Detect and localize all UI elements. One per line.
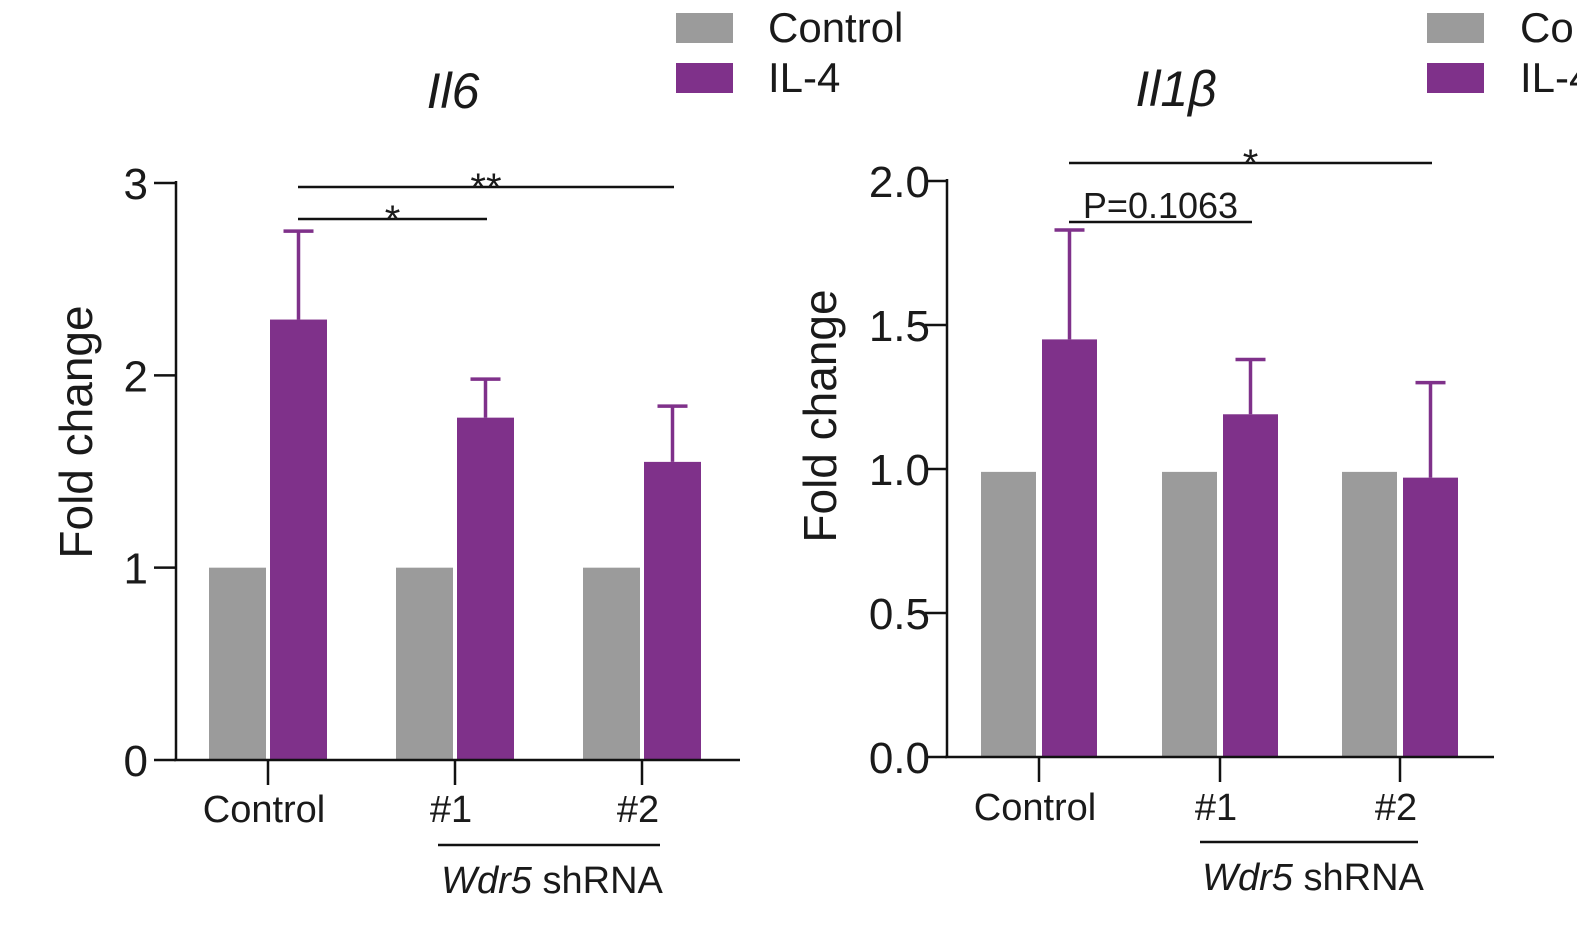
legend-label-il4: IL-4 <box>768 54 840 101</box>
shrna-gene-name: Wdr5 <box>441 860 533 902</box>
legend-swatch-il4 <box>1427 63 1484 93</box>
bar-control-2 <box>1342 471 1397 757</box>
legend-swatch-il4 <box>676 63 733 93</box>
shrna-suffix: shRNA <box>1293 857 1425 899</box>
legend-label-control: Co <box>1520 4 1574 51</box>
shrna-group-label: Wdr5 shRNA <box>441 860 663 902</box>
bar-il4-0 <box>1042 339 1097 757</box>
y-tick-label-2: 1.0 <box>869 446 930 495</box>
significance-label-1: ** <box>470 166 501 210</box>
bar-control-0 <box>209 567 266 760</box>
y-axis-label: Fold change <box>50 305 102 558</box>
bar-il4-1 <box>457 417 514 760</box>
chart-title: Il1β <box>1135 61 1216 117</box>
y-tick-label-0: 0.0 <box>869 734 930 783</box>
y-tick-label-3: 3 <box>124 160 148 209</box>
y-tick-label-3: 1.5 <box>869 302 930 351</box>
bar-il4-0 <box>270 319 327 760</box>
legend-swatch-control <box>1427 13 1484 43</box>
y-tick-label-0: 0 <box>124 737 148 786</box>
x-tick-label-0: Control <box>203 789 326 831</box>
y-tick-label-1: 0.5 <box>869 590 930 639</box>
legend-swatch-control <box>676 13 733 43</box>
y-axis-label: Fold change <box>794 289 846 542</box>
bar-il4-2 <box>644 461 701 760</box>
legend-label-il4: IL-4 <box>1520 54 1577 101</box>
shrna-group-label: Wdr5 shRNA <box>1202 857 1424 899</box>
bar-control-2 <box>583 567 640 760</box>
bar-control-1 <box>1162 471 1217 757</box>
x-tick-label-1: #1 <box>1195 787 1237 829</box>
y-tick-label-2: 2 <box>124 352 148 401</box>
legend-label-control: Control <box>768 4 903 51</box>
x-tick-label-0: Control <box>974 787 1097 829</box>
bar-il4-1 <box>1223 414 1278 757</box>
x-tick-label-2: #2 <box>1375 787 1417 829</box>
chart-title: Il6 <box>427 63 480 119</box>
y-tick-label-4: 2.0 <box>869 158 930 207</box>
shrna-gene-name: Wdr5 <box>1202 857 1294 899</box>
shrna-suffix: shRNA <box>532 860 664 902</box>
x-tick-label-1: #1 <box>430 789 472 831</box>
significance-label-1: * <box>1243 142 1259 186</box>
bar-il4-2 <box>1403 477 1458 757</box>
bar-control-0 <box>981 471 1036 757</box>
significance-label-0: P=0.1063 <box>1083 185 1238 226</box>
significance-label-0: * <box>385 198 401 242</box>
y-tick-label-1: 1 <box>124 545 148 594</box>
bar-control-1 <box>396 567 453 760</box>
x-tick-label-2: #2 <box>617 789 659 831</box>
